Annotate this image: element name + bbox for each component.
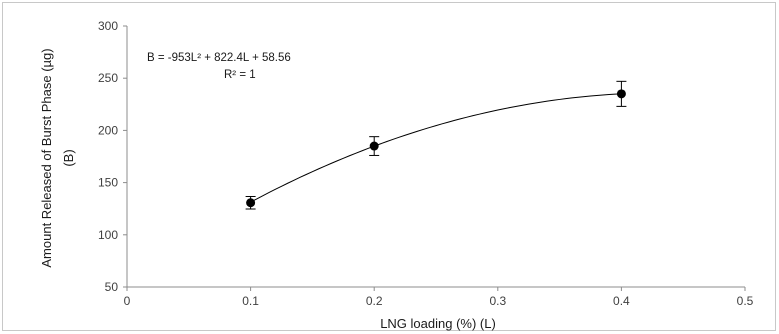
x-axis-title: LNG loading (%) (L) [380,316,496,331]
trendline [250,93,622,203]
x-tick-label: 0 [124,294,131,308]
y-axis-title: Amount Released of Burst Phase (µg) [39,48,54,267]
data-point [369,141,379,151]
y-axis-title-unit: (B) [61,149,76,166]
data-point [246,198,256,208]
y-tick-label: 300 [98,19,118,33]
x-tick-label: 0.5 [737,294,754,308]
trendline-equation: B = -953L² + 822.4L + 58.56 [147,52,291,64]
y-tick-label: 100 [98,228,118,242]
y-tick-labels: 50 100 150 200 250 300 [98,19,118,294]
data-point [616,89,626,99]
y-tick-label: 150 [98,176,118,190]
x-tick-label: 0.3 [489,294,506,308]
chart-area-border [2,2,776,331]
axes [123,25,746,291]
data-points [245,80,627,210]
x-tick-label: 0.1 [242,294,259,308]
x-tick-label: 0.4 [613,294,630,308]
y-tick-label: 250 [98,71,118,85]
r-squared: R² = 1 [224,69,256,81]
y-tick-label: 50 [105,280,119,294]
y-tick-label: 200 [98,123,118,137]
x-tick-labels: 0 0.1 0.2 0.3 0.4 0.5 [124,294,754,308]
x-tick-label: 0.2 [366,294,383,308]
